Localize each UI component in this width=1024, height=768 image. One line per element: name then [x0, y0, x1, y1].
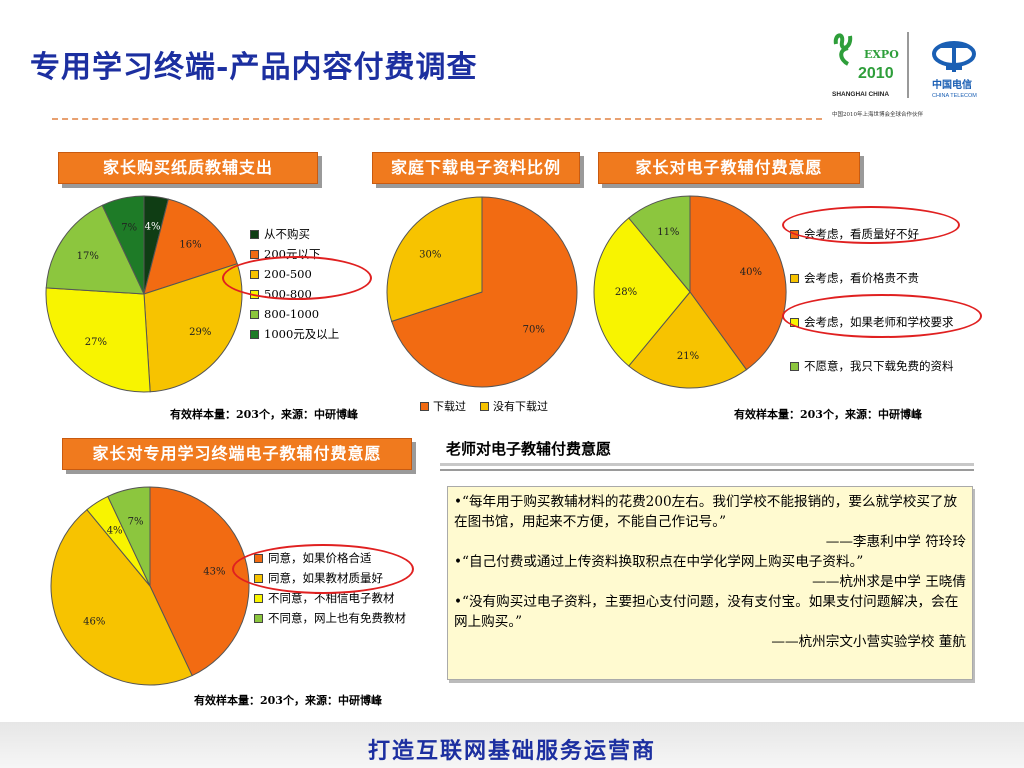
section-parent-paper-spend: 家长购买纸质教辅支出 — [58, 152, 318, 184]
highlight-oval-paper-spend — [222, 256, 372, 300]
pie-data-label: 43% — [203, 567, 225, 578]
legend-swatch — [480, 401, 489, 411]
legend-item: 没有下载过 — [480, 398, 548, 414]
telecom-name: 中国电信 — [932, 78, 972, 91]
legend-swatch — [250, 329, 259, 339]
legend-item: 不同意，不相信电子教材 — [254, 588, 406, 608]
section-family-download: 家庭下载电子资料比例 — [372, 152, 580, 184]
pie-data-label: 46% — [83, 616, 105, 627]
sample-note-1: 有效样本量：203个，来源：中研博峰 — [170, 408, 358, 421]
telecom-logo — [932, 41, 976, 72]
legend-item: 800-1000 — [250, 304, 339, 324]
legend-swatch — [420, 401, 429, 411]
pie-slice — [628, 195, 691, 294]
teacher-quote: •“没有购买过电子资料，主要担心支付问题，没有支付宝。如果支付问题解决，会在网上… — [454, 594, 959, 630]
pie-data-label: 17% — [77, 251, 99, 262]
terminal-willingness-pie-chart: 43% 46% 4% 7% — [50, 486, 250, 686]
pie-data-label: 4% — [145, 222, 161, 233]
legend-item: 不愿意，我只下载免费的资料 — [790, 344, 954, 388]
legend-swatch — [254, 593, 263, 603]
legend-label: 从不购买 — [264, 227, 310, 241]
pie-data-label: 28% — [615, 287, 637, 298]
teacher-quote-source: ——杭州宗文小营实验学校 董航 — [771, 634, 966, 650]
pie-slice — [689, 195, 787, 371]
pie-slice — [50, 509, 193, 686]
teacher-title-rule — [440, 463, 974, 466]
pie-slice — [386, 196, 483, 322]
pie-slice — [101, 195, 145, 295]
pie-slice — [593, 217, 691, 367]
pie-data-label: 4% — [107, 525, 123, 536]
teacher-quote-source: ——李惠利中学 符玲玲 — [825, 534, 966, 550]
pie-data-label: 70% — [523, 325, 545, 336]
legend-item: 1000元及以上 — [250, 324, 339, 344]
legend-label: 800-1000 — [264, 307, 320, 321]
pie-data-label: 21% — [677, 351, 699, 362]
footer-bar — [0, 722, 1024, 768]
legend-item: 会考虑，看价格贵不贵 — [790, 256, 954, 300]
legend-label: 没有下载过 — [493, 400, 548, 413]
telecom-en: CHINA TELECOM — [932, 93, 977, 99]
sample-note-2: 有效样本量：203个，来源：中研博峰 — [734, 408, 922, 421]
legend-swatch — [250, 309, 259, 319]
pie-data-label: 7% — [128, 517, 144, 528]
teacher-section-title: 老师对电子教辅付费意愿 — [446, 440, 612, 458]
teacher-title-rule-shadow — [440, 469, 974, 471]
pie-slice — [45, 204, 145, 295]
highlight-oval-terminal-agree — [232, 544, 414, 594]
legend-swatch — [250, 249, 259, 259]
teacher-quote-box: •“每年用于购买教辅材料的花费200左右。我们学校不能报销的，要么就学校买了放在… — [447, 486, 973, 680]
logo-area: EXPO 2010 SHANGHAI CHINA 中国电信 CHINA TELE… — [826, 24, 1016, 124]
legend-swatch — [790, 273, 799, 283]
legend-swatch — [250, 229, 259, 239]
expo-text: EXPO — [864, 48, 899, 61]
pie-slice — [107, 486, 151, 587]
pie-data-label: 30% — [419, 249, 441, 260]
footer-slogan: 打造互联网基础服务运营商 — [367, 738, 656, 764]
pie-data-label: 29% — [189, 327, 211, 338]
pie-slice — [45, 287, 151, 393]
title-divider — [52, 118, 822, 120]
section-parent-willingness: 家长对电子教辅付费意愿 — [598, 152, 860, 184]
pie-data-label: 16% — [179, 239, 201, 250]
legend-label: 会考虑，看价格贵不贵 — [804, 271, 919, 285]
legend-swatch — [790, 361, 799, 371]
section-terminal-willingness: 家长对专用学习终端电子教辅付费意愿 — [62, 438, 412, 470]
download-ratio-legend: 下载过 没有下载过 — [420, 398, 548, 414]
legend-swatch — [254, 613, 263, 623]
legend-label: 不愿意，我只下载免费的资料 — [804, 359, 954, 373]
expo-year: 2010 — [858, 65, 894, 82]
highlight-oval-teacher-request — [782, 294, 982, 338]
pie-slice — [628, 291, 748, 389]
legend-item: 不同意，网上也有免费教材 — [254, 608, 406, 628]
pie-data-label: 7% — [121, 223, 137, 234]
teacher-quote: •“自己付费或通过上传资料换取积点在中学化学网上购买电子资料。” — [454, 554, 864, 570]
teacher-quote: •“每年用于购买教辅材料的花费200左右。我们学校不能报销的，要么就学校买了放在… — [454, 494, 958, 530]
pie-slice — [143, 198, 238, 295]
download-ratio-pie-chart: 70% 30% — [386, 196, 578, 388]
legend-label: 不同意，网上也有免费教材 — [268, 611, 406, 625]
sample-note-3: 有效样本量：203个，来源：中研博峰 — [194, 694, 382, 707]
pie-slice — [391, 196, 578, 388]
legend-item: 从不购买 — [250, 224, 339, 244]
legend-label: 1000元及以上 — [264, 327, 340, 341]
partner-line: 中国2010年上海世博会全球合作伙伴 — [832, 110, 923, 118]
expo-logo: EXPO 2010 SHANGHAI CHINA 中国电信 CHINA TELE… — [832, 32, 977, 118]
legend-item: 下载过 — [420, 398, 466, 414]
teacher-quote-source: ——杭州求是中学 王晓倩 — [812, 574, 966, 590]
expo-city: SHANGHAI CHINA — [832, 91, 889, 98]
legend-label: 下载过 — [433, 400, 466, 413]
paper-spend-pie-chart: 4% 16% 29% 27% 17% 7% — [45, 195, 243, 393]
pie-data-label: 40% — [740, 267, 762, 278]
willingness-pie-chart: 40% 21% 28% 11% — [593, 195, 787, 389]
pie-data-label: 11% — [657, 227, 679, 238]
page-title: 专用学习终端-产品内容付费调查 — [30, 50, 478, 85]
highlight-oval-quality — [782, 206, 960, 244]
legend-label: 不同意，不相信电子教材 — [268, 591, 395, 605]
pie-data-label: 27% — [85, 337, 107, 348]
